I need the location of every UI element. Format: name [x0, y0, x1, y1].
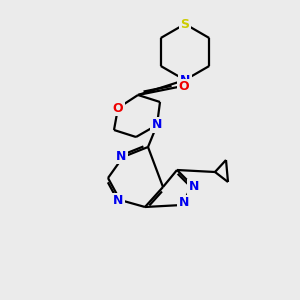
Text: N: N: [113, 194, 123, 208]
Text: N: N: [189, 181, 199, 194]
Text: N: N: [179, 196, 189, 209]
Text: S: S: [181, 17, 190, 31]
Text: N: N: [180, 74, 190, 86]
Text: N: N: [116, 149, 126, 163]
Text: O: O: [113, 101, 123, 115]
Text: N: N: [152, 118, 162, 131]
Text: O: O: [179, 80, 189, 94]
